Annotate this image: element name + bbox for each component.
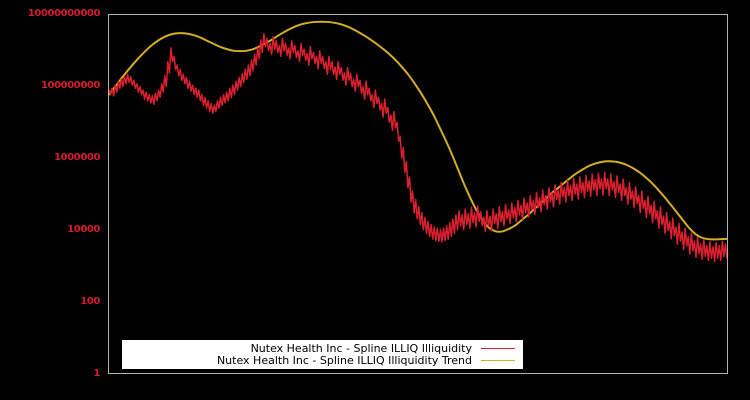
y-axis-tick-label: 1 [93,368,100,379]
plot-canvas [109,20,727,263]
y-axis-tick-label: 100 [80,296,100,307]
plot-area [108,14,728,374]
legend-swatch-illiquidity [481,347,515,349]
legend-item-trend: Nutex Health Inc - Spline ILLIQ Illiquid… [126,355,517,368]
legend-swatch-trend [481,360,515,362]
legend-label-illiquidity: Nutex Health Inc - Spline ILLIQ Illiquid… [250,341,472,355]
y-axis-tick-label: 100000000 [40,80,100,91]
y-axis: 10000000000 100000000 1000000 10000 100 1 [0,0,104,400]
y-axis-tick-label: 10000 [67,224,100,235]
legend: Nutex Health Inc - Spline ILLIQ Illiquid… [122,340,523,369]
legend-label-trend: Nutex Health Inc - Spline ILLIQ Illiquid… [216,354,472,368]
series-line-trend [109,20,727,241]
legend-item-illiquidity: Nutex Health Inc - Spline ILLIQ Illiquid… [126,342,517,355]
series-line-illiquidity [109,32,727,263]
y-axis-tick-label: 1000000 [54,152,100,163]
y-axis-tick-label: 10000000000 [27,8,101,19]
